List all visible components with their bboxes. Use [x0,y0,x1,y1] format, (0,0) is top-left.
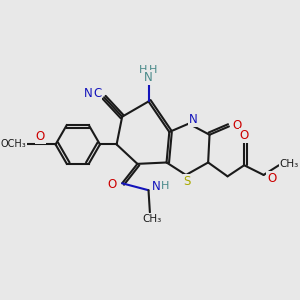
Text: CH₃: CH₃ [142,214,162,224]
Text: H: H [139,65,148,75]
Text: N: N [84,88,92,100]
Text: H: H [149,65,158,75]
Text: O: O [36,130,45,143]
Text: O: O [108,178,117,191]
Text: CH₃: CH₃ [280,159,299,169]
Text: N: N [144,71,153,84]
Text: O: O [240,129,249,142]
Text: S: S [184,176,191,188]
Text: C: C [93,88,101,100]
Text: O: O [232,118,242,131]
Text: O: O [267,172,277,185]
Text: N: N [189,113,198,126]
Text: OCH₃: OCH₃ [1,140,26,149]
Text: H: H [160,181,169,191]
Text: N: N [152,180,161,193]
